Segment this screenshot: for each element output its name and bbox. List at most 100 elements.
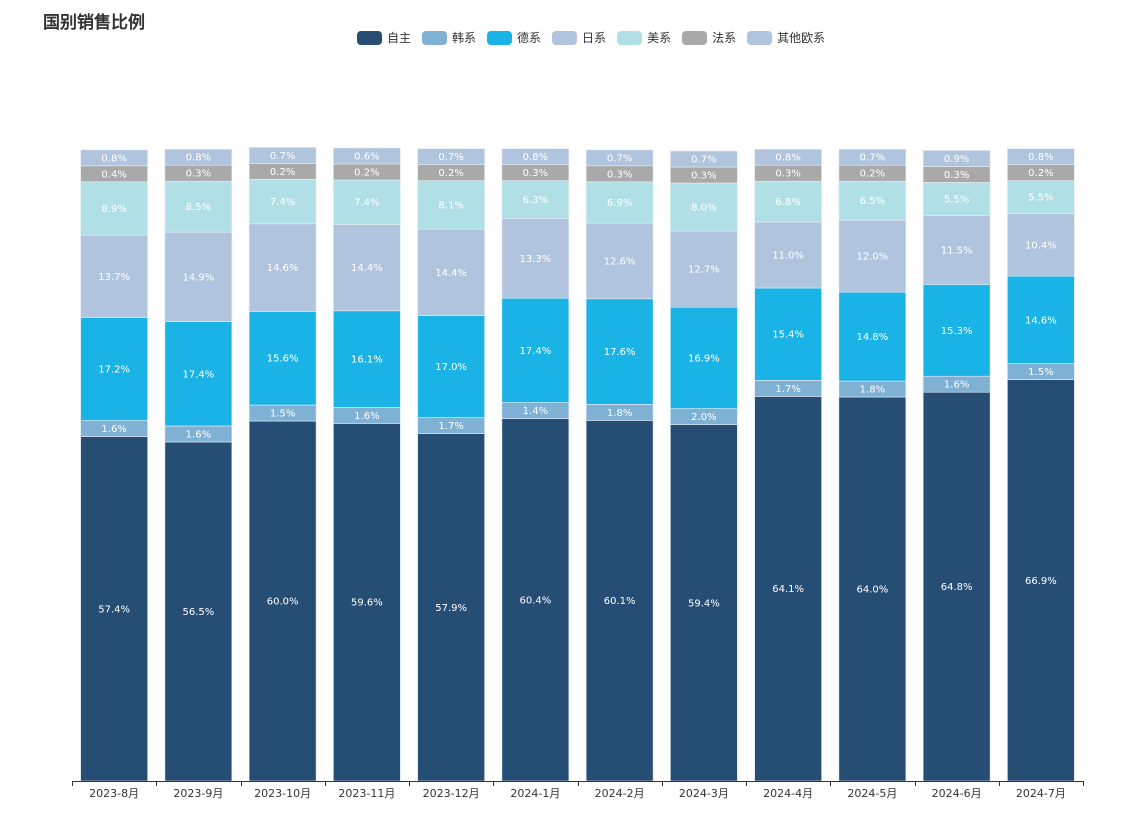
data-label: 0.7% [607,153,632,164]
data-label: 11.0% [772,251,804,262]
legend-swatch [682,30,708,45]
x-tick-label: 2023-9月 [173,787,223,800]
legend-label: 德系 [517,31,542,45]
data-label: 7.4% [270,197,295,208]
x-tick-label: 2023-11月 [338,787,395,800]
x-tick-label: 2024-6月 [932,787,982,800]
data-label: 6.3% [523,195,548,206]
data-label: 0.7% [860,153,885,164]
legend-item[interactable]: 日系 [552,29,606,46]
legend-item[interactable]: 自主 [357,29,411,46]
data-label: 56.5% [182,607,214,618]
data-label: 6.8% [775,197,800,208]
data-label: 17.4% [182,369,214,380]
legend-swatch [487,30,513,45]
legend-swatch [357,30,382,45]
data-label: 14.8% [856,332,888,343]
data-label: 0.3% [944,170,969,181]
data-label: 0.3% [523,168,548,179]
legend-swatch [422,30,448,45]
data-label: 8.5% [186,202,211,213]
data-label: 0.7% [438,152,463,163]
bar-segment [248,311,317,406]
legend-label: 自主 [387,31,412,45]
legend-label: 美系 [647,31,672,45]
data-label: 60.0% [267,597,299,608]
bar-segment [922,215,991,285]
data-label: 5.5% [944,194,969,205]
legend-label: 法系 [712,31,737,45]
data-label: 0.2% [270,167,295,178]
data-label: 0.8% [523,152,548,163]
bar-segment [922,182,991,216]
bar-segment [164,321,233,427]
x-tick-label: 2024-7月 [1016,787,1066,800]
data-label: 13.7% [98,272,130,283]
legend-swatch [552,30,578,45]
x-tick-label: 2024-4月 [763,787,813,800]
legend-item[interactable]: 其他欧系 [747,29,825,46]
chart-title: 国别销售比例 [43,13,145,33]
bar-segment [248,179,317,225]
bar-segment [585,149,654,167]
bar-segment [838,291,907,382]
data-label: 1.7% [775,384,800,395]
bar-segment [417,148,485,165]
data-label: 7.4% [354,198,379,209]
data-label: 64.0% [856,585,888,596]
data-label: 1.6% [186,430,211,441]
bar-segment [922,391,991,782]
bar-segment [670,182,738,232]
bar-segment [333,423,401,782]
legend-swatch [617,30,643,45]
bar-segment [333,147,401,165]
bar-segment [501,418,570,782]
data-label: 15.3% [941,326,973,337]
legend-item[interactable]: 法系 [682,29,736,46]
data-label: 0.8% [101,153,126,164]
data-label: 1.6% [354,411,379,422]
data-label: 16.9% [688,353,720,364]
data-label: 16.1% [351,355,383,366]
bar-segment [248,147,317,164]
data-label: 0.8% [186,153,211,164]
data-label: 0.4% [101,169,126,180]
legend-item[interactable]: 韩系 [422,29,476,46]
data-label: 17.4% [519,346,551,357]
x-tick-label: 2024-1月 [510,787,560,800]
bar-segment [585,420,654,782]
data-label: 59.6% [351,598,383,609]
data-label: 57.9% [435,603,467,614]
bar-segment [333,310,401,408]
data-label: 64.8% [941,582,973,593]
data-label: 15.6% [267,354,299,365]
bar-segment [501,148,570,165]
data-label: 11.5% [941,245,973,256]
data-label: 15.4% [772,330,804,341]
legend-swatch [747,30,773,45]
data-label: 1.5% [270,409,295,420]
x-tick-label: 2024-5月 [847,787,897,800]
data-label: 0.3% [775,169,800,180]
data-label: 14.6% [1025,315,1057,326]
data-label: 17.6% [604,347,636,358]
data-label: 8.9% [101,204,126,215]
data-label: 6.9% [607,198,632,209]
bar-segment [838,396,907,782]
data-label: 57.4% [98,604,130,615]
legend-item[interactable]: 德系 [487,29,541,46]
data-label: 1.8% [607,408,632,419]
bar-segment [333,179,401,225]
data-label: 14.4% [435,268,467,279]
bar-segment [1007,213,1075,277]
legend-item[interactable]: 美系 [617,29,671,46]
data-label: 0.8% [1028,152,1053,163]
data-label: 0.2% [860,169,885,180]
bar-segment [417,315,485,418]
legend: 自主 韩系 德系 日系 美系 法系 其他欧系 [357,29,836,46]
data-label: 66.9% [1025,576,1057,587]
bar-segment [80,234,148,318]
bar-segment [501,180,570,219]
bar-segment [754,396,822,782]
data-label: 1.7% [438,421,463,432]
